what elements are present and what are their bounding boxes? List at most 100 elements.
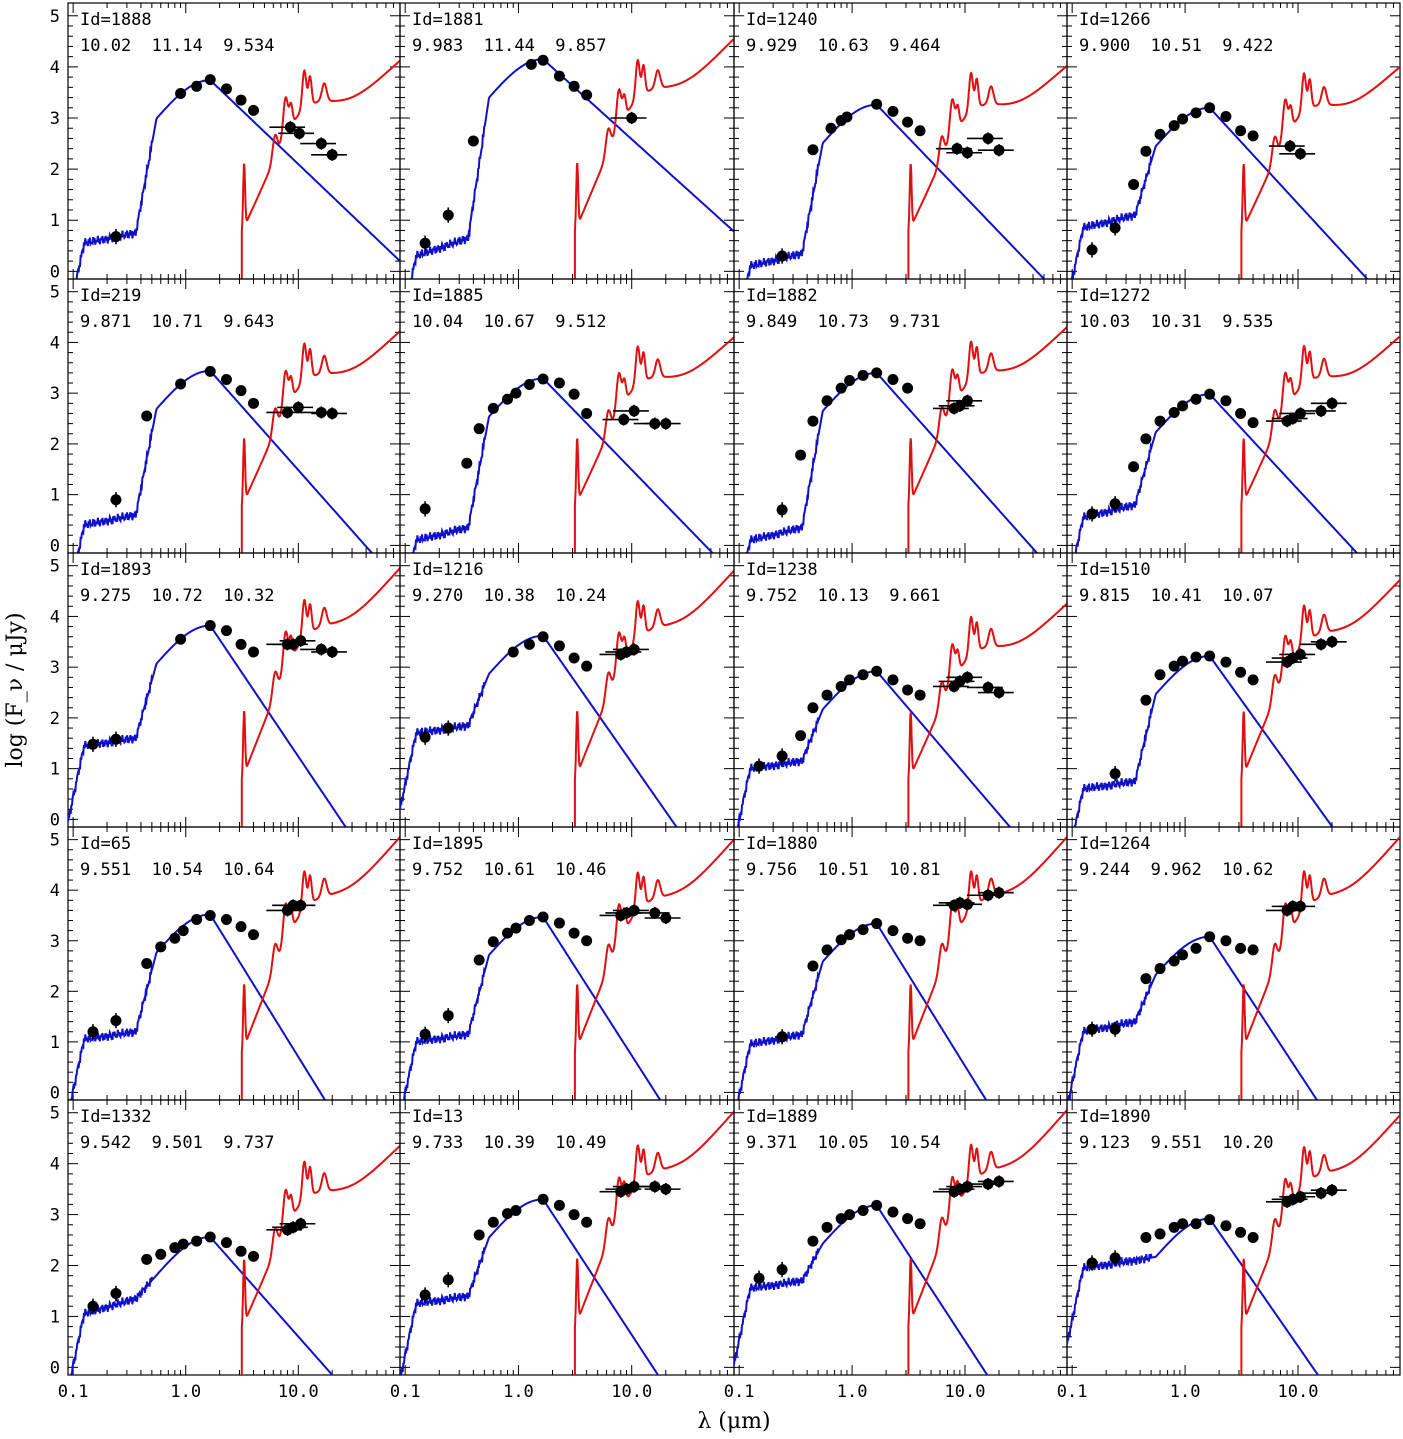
photometry-point (175, 87, 187, 99)
photometry-point (887, 925, 899, 937)
photometry-point (660, 418, 672, 430)
photometry-point (141, 410, 153, 422)
photometry-point (248, 104, 260, 116)
panel-id-label: Id=13 (412, 1107, 463, 1127)
stellar-model-line (1074, 393, 1359, 553)
dust-model-line (1240, 335, 1400, 553)
photometry-point (1140, 694, 1152, 706)
curves (400, 569, 734, 827)
photometry-point (419, 1289, 431, 1301)
photometry-point (1235, 666, 1247, 678)
y-tick-label: 4 (50, 58, 60, 78)
photometry-point (248, 1250, 260, 1262)
x-tick-label: 10.0 (611, 1382, 652, 1402)
stellar-model-line (1073, 655, 1334, 827)
photometry-point (993, 144, 1005, 156)
x-tick-label: 0.1 (1057, 1382, 1088, 1402)
panel-id-label: Id=1895 (412, 834, 484, 854)
photometry-point (902, 116, 914, 128)
photometry-point (553, 917, 565, 929)
dust-model-line (240, 836, 400, 1100)
photometry-point (204, 365, 216, 377)
photometry-point (473, 423, 485, 435)
sed-panel: Id=1882 9.849 10.73 9.731 (733, 278, 1068, 554)
photometry-point (510, 922, 522, 934)
photometry-point (1154, 963, 1166, 975)
photometry-point (1294, 648, 1306, 660)
photometry-point (473, 1229, 485, 1241)
photometry-point (295, 1218, 307, 1230)
curves (745, 326, 1067, 553)
y-tick-label: 5 (50, 557, 60, 577)
panel-id-label: Id=1266 (1079, 10, 1151, 30)
photometry-point (110, 231, 122, 243)
photometry-point (841, 111, 853, 123)
photometry-point (1109, 1023, 1121, 1035)
photometry-point (87, 738, 99, 750)
photometry-point (857, 669, 869, 681)
photometry-point (1177, 400, 1189, 412)
panel-params-label: 10.03 10.31 9.535 (1079, 312, 1273, 332)
panel-id-label: Id=1893 (80, 560, 152, 580)
photometry-point (581, 407, 593, 419)
photometry-point (871, 918, 883, 930)
photometry-point (568, 652, 580, 664)
photometry-point (1168, 406, 1180, 418)
photometry-point (523, 915, 535, 927)
photometry-point (914, 935, 926, 947)
sed-panel: 0.1 1.0 10.0 Id=13 9.733 10.39 10.49 (390, 1099, 735, 1402)
y-tick-label: 0 (50, 1358, 60, 1378)
photometry-point (982, 889, 994, 901)
photometry-point (315, 138, 327, 150)
photometry-point (1109, 1252, 1121, 1264)
photometry-point (1326, 1184, 1338, 1196)
stellar-model-line (410, 58, 734, 279)
photometry-point (175, 378, 187, 390)
photometry-point (871, 1199, 883, 1211)
photometry-point (141, 1253, 153, 1265)
panel-id-label: Id=1272 (1079, 286, 1151, 306)
photometry-point (1140, 973, 1152, 985)
x-tick-label: 0.1 (724, 1382, 755, 1402)
photometry-point (1284, 140, 1296, 152)
photometry-point (553, 1199, 565, 1211)
dust-model-line (240, 330, 400, 553)
sed-panel: Id=1272 10.03 10.31 9.535 (1066, 278, 1401, 554)
photometry-point (887, 674, 899, 686)
panel-id-label: Id=1882 (746, 286, 818, 306)
photometry-point (1154, 1228, 1166, 1240)
y-tick-label: 2 (50, 160, 60, 180)
photometry-point (961, 395, 973, 407)
photometry-point (568, 1209, 580, 1221)
photometry-point (523, 379, 535, 391)
photometry-point (235, 638, 247, 650)
dust-model-line (907, 64, 1067, 279)
sed-panel: 0 1 2 3 4 5 0.1 1.0 10.0 Id=1332 9.542 9.501 9.737 (50, 1099, 401, 1402)
photometry-point (835, 680, 847, 692)
photometry-point (191, 1235, 203, 1247)
stellar-model-line (737, 670, 1012, 827)
photometry-point (220, 625, 232, 637)
stellar-model-line (734, 1204, 989, 1375)
photometry-point (1247, 674, 1259, 686)
panel-id-label: Id=1885 (412, 286, 484, 306)
photometry-point (835, 382, 847, 394)
photometry-point (1190, 651, 1202, 663)
dust-model-line (907, 326, 1067, 553)
photometry-point (1177, 949, 1189, 961)
photometry-point (442, 1274, 454, 1286)
dust-model-line (240, 567, 400, 827)
photometry-point (1315, 405, 1327, 417)
curves (1067, 1114, 1400, 1375)
photometry-point (1220, 395, 1232, 407)
photometry-point (537, 911, 549, 923)
panel-id-label: Id=219 (80, 286, 141, 306)
photometry-point (871, 98, 883, 110)
photometry-point (1220, 110, 1232, 122)
photometry-point (220, 1237, 232, 1249)
photometry-point (887, 373, 899, 385)
photometry-point (419, 237, 431, 249)
photometry-point (1235, 407, 1247, 419)
x-tick-label: 1.0 (837, 1382, 868, 1402)
dust-model-line (573, 336, 734, 553)
